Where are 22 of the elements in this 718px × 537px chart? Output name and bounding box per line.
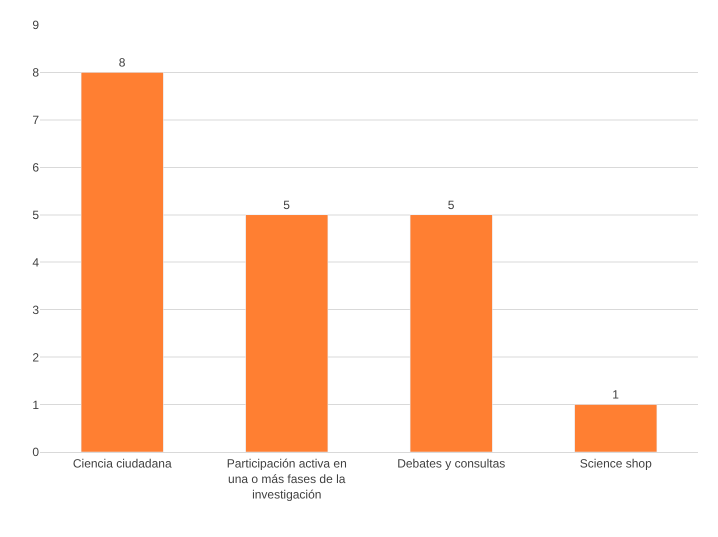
y-tick-label: 2 xyxy=(32,350,40,364)
x-tick-label: Ciencia ciudadana xyxy=(72,456,172,470)
y-tick-label: 1 xyxy=(32,398,40,412)
x-tick-label: Debates y consultas xyxy=(397,456,506,470)
x-tick-label: Participación activa en una o más fases de la investigación xyxy=(226,456,347,502)
y-tick-label: 0 xyxy=(32,445,40,460)
bar xyxy=(245,214,328,452)
y-tick-label: 3 xyxy=(32,302,40,317)
bar xyxy=(574,404,658,452)
y-tick-label: 5 xyxy=(32,208,40,222)
y-tick-label: 4 xyxy=(32,255,40,270)
y-tick-label: 7 xyxy=(32,113,40,128)
y-tick-label: 6 xyxy=(32,160,40,175)
y-tick-label: 9 xyxy=(32,18,40,32)
data-label: 5 xyxy=(448,198,455,212)
x-tick-label: Science shop xyxy=(580,456,652,470)
bar xyxy=(410,214,493,452)
data-label: 1 xyxy=(612,388,620,402)
y-tick-label: 8 xyxy=(32,66,40,80)
bar xyxy=(80,72,164,452)
data-label: 5 xyxy=(283,198,290,212)
data-label: 8 xyxy=(118,55,126,70)
